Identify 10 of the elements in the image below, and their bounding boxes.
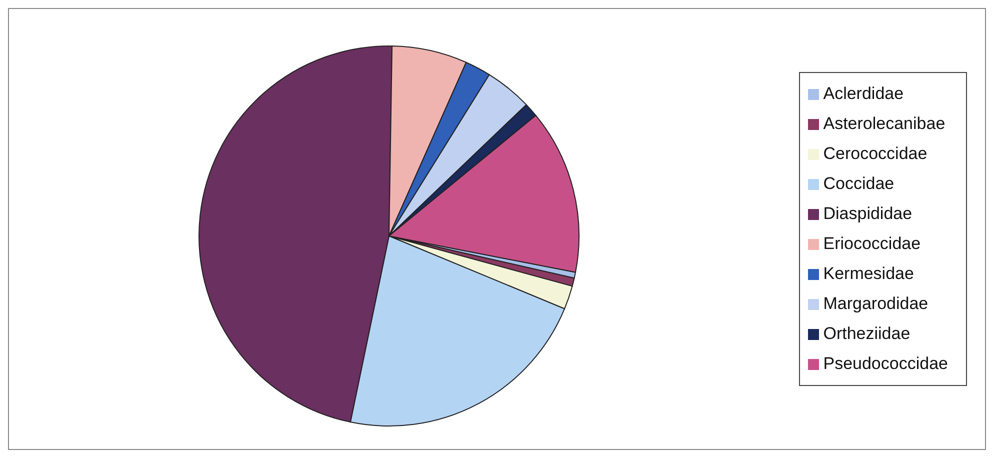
legend-label: Ortheziidae — [823, 324, 910, 343]
legend-label: Pseudococcidae — [823, 354, 948, 373]
legend-label: Kermesidae — [823, 264, 914, 283]
legend-label: Eriococcidae — [823, 234, 921, 253]
legend-label: Coccidae — [823, 174, 894, 193]
legend-label: Asterolecanibae — [823, 114, 946, 133]
legend-label: Diaspididae — [823, 204, 912, 223]
legend-label: Aclerdidae — [823, 84, 904, 103]
legend-label: Margarodidae — [823, 294, 928, 313]
legend-label: Cerococcidae — [823, 144, 928, 163]
